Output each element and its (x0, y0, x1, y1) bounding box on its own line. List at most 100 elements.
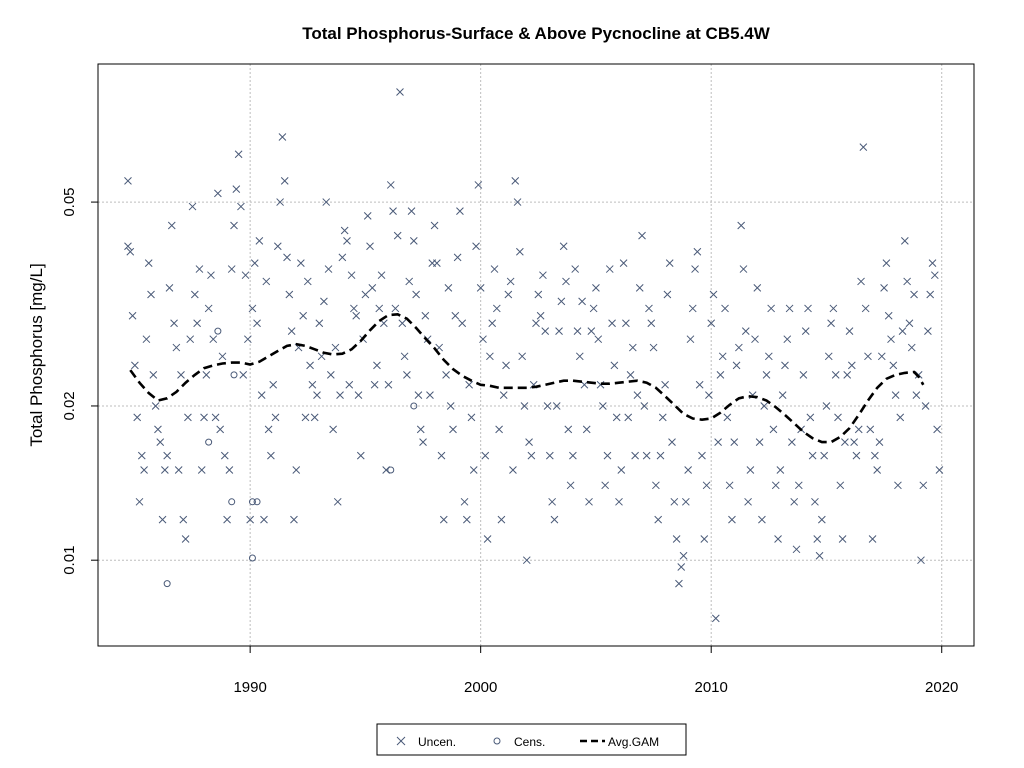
uncensored-point (124, 242, 132, 251)
uncensored-point (631, 451, 639, 460)
uncensored-point (225, 466, 234, 474)
uncensored-point (188, 202, 197, 211)
uncensored-point (271, 413, 280, 422)
uncensored-point (900, 237, 909, 245)
uncensored-point (820, 451, 829, 460)
uncensored-point (905, 319, 914, 328)
uncensored-point (283, 253, 291, 262)
uncensored-point (619, 259, 628, 267)
uncensored-point (513, 198, 522, 206)
uncensored-point (691, 265, 699, 273)
uncensored-point (264, 425, 273, 434)
uncensored-point (764, 352, 773, 361)
uncensored-point (716, 371, 725, 379)
uncensored-point (670, 497, 679, 506)
uncensored-point (541, 327, 550, 335)
uncensored-point (439, 515, 448, 524)
uncensored-point (790, 497, 799, 506)
uncensored-point (313, 391, 321, 399)
gam-line-layer (129, 312, 925, 444)
plot-frame (97, 63, 975, 647)
uncensored-point (347, 271, 356, 280)
uncensored-point (237, 202, 245, 211)
uncensored-point (393, 231, 402, 240)
uncensored-point (343, 237, 351, 245)
uncensored-point (601, 481, 610, 490)
y-tick-label: 0.01 (61, 546, 78, 575)
legend-label-gam: Avg.GAM (608, 735, 659, 749)
uncensored-point (718, 352, 727, 361)
uncensored-point (933, 425, 941, 434)
uncensored-point (811, 497, 819, 506)
uncensored-point (548, 497, 556, 506)
uncensored-point (465, 380, 474, 389)
uncensored-point (144, 259, 153, 267)
uncensored-point (197, 466, 206, 474)
uncensored-point (407, 207, 416, 216)
uncensored-point (612, 413, 621, 422)
uncensored-point (331, 343, 340, 352)
uncensored-point (451, 311, 460, 320)
uncensored-point (912, 391, 921, 399)
uncensored-point (135, 497, 144, 506)
uncensored-point (137, 451, 146, 460)
uncensored-point (126, 247, 135, 256)
uncensored-point (857, 277, 865, 286)
uncensored-point (151, 402, 160, 410)
uncensored-point (444, 284, 453, 292)
uncensored-point (336, 391, 344, 399)
uncensored-point (446, 402, 455, 410)
uncensored-point (652, 481, 660, 490)
uncensored-point (642, 451, 651, 460)
uncensored-point (587, 327, 596, 335)
uncensored-point (702, 481, 711, 490)
uncensored-point (352, 311, 361, 320)
uncensored-point (714, 438, 722, 446)
uncensored-point (190, 290, 199, 299)
uncensored-point (356, 451, 365, 460)
uncensored-point (469, 466, 478, 474)
uncensored-point (184, 413, 192, 422)
uncensored-point (924, 327, 932, 335)
uncensored-point (536, 311, 545, 320)
uncensored-point (589, 304, 598, 313)
uncensored-point (744, 497, 752, 506)
uncensored-point (864, 352, 872, 361)
legend-marker-cens (493, 737, 501, 745)
uncensored-point (564, 425, 573, 434)
uncensored-point (186, 335, 195, 344)
uncensored-point (695, 380, 704, 389)
uncensored-point (711, 614, 720, 623)
uncensored-point (460, 497, 469, 506)
uncensored-point (799, 371, 808, 379)
uncensored-point (209, 335, 218, 344)
uncensored-point (504, 290, 513, 299)
uncensored-point (488, 319, 497, 328)
uncensored-point (808, 451, 817, 460)
uncensored-point (559, 242, 568, 251)
uncensored-point (928, 259, 937, 267)
uncensored-point (128, 311, 137, 320)
uncensored-point (575, 352, 584, 361)
uncensored-point (875, 438, 884, 446)
uncensored-point (131, 361, 139, 370)
y-tick-label: 0.05 (61, 187, 78, 216)
uncensored-point (297, 259, 305, 267)
uncensored-point (483, 535, 492, 543)
uncensored-point (449, 425, 457, 434)
uncensored-point (416, 425, 425, 434)
uncensored-point (267, 451, 275, 460)
uncensored-point (663, 290, 672, 299)
uncensored-point (333, 497, 342, 506)
uncensored-point (877, 352, 886, 361)
uncensored-point (813, 535, 822, 543)
uncensored-point (525, 438, 533, 446)
legend-marker-uncen (396, 736, 406, 746)
uncensored-point (308, 380, 317, 389)
uncensored-point (363, 211, 372, 220)
uncensored-point (566, 481, 575, 490)
uncensored-point (386, 181, 395, 189)
uncensored-point (665, 259, 674, 267)
uncensored-point (350, 304, 358, 313)
uncensored-point (310, 413, 319, 422)
